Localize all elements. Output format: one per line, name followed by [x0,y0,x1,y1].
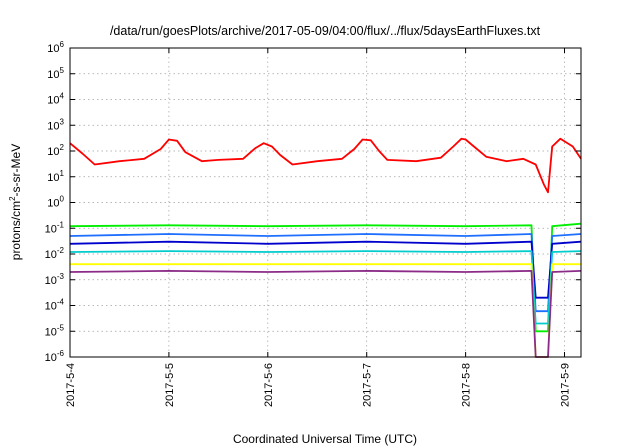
y-tick-exp: -5 [57,323,65,332]
y-tick-base: 10 [47,95,59,107]
x-tick-label: 2017-5-8 [461,363,473,407]
y-tick-exp: -1 [57,220,65,229]
x-axis-label: Coordinated Universal Time (UTC) [233,432,417,446]
y-tick-exp: -2 [57,246,65,255]
y-tick-base: 10 [45,301,57,313]
y-tick-exp: 2 [60,143,65,152]
y-tick-base: 10 [47,198,59,210]
y-tick-exp: 5 [60,66,65,75]
y-tick-base: 10 [47,43,59,55]
series-line [69,269,582,358]
series-line [69,250,582,325]
series-line [69,137,582,194]
y-tick-exp: 4 [60,92,65,101]
y-tick-label: 10-3 [45,272,65,287]
x-tick-label: 2017-5-7 [362,363,374,407]
y-tick-label: 10-2 [45,246,65,261]
y-tick-base: 10 [47,146,59,158]
y-tick-label: 100 [47,195,64,210]
y-tick-label: 105 [47,66,64,81]
y-axis-label-rest: -s-sr-MeV [9,144,23,197]
x-tick-label: 2017-5-4 [65,363,77,407]
x-tick-label: 2017-5-6 [263,363,275,407]
x-axis: 2017-5-4 2017-5-5 2017-5-6 2017-5-7 2017-5-8… [65,48,572,407]
y-tick-label: 101 [47,169,64,184]
y-axis-label-sup: 2 [8,196,17,201]
y-tick-exp: 1 [60,169,65,178]
x-tick-label: 2017-5-5 [164,363,176,407]
y-tick-label: 103 [47,117,64,132]
y-tick-label: 10-6 [45,349,65,364]
y-tick-label: 102 [47,143,64,158]
chart-title: /data/run/goesPlots/archive/2017-05-09/0… [110,24,541,38]
y-tick-label: 10-4 [45,298,65,313]
y-tick-label: 104 [47,92,64,107]
y-tick-exp: 0 [60,195,65,204]
y-tick-base: 10 [47,69,59,81]
y-tick-exp: -6 [57,349,65,358]
series-group [69,137,582,358]
y-tick-base: 10 [45,275,57,287]
y-tick-exp: 3 [60,117,65,126]
y-tick-label: 10-1 [45,220,65,235]
y-tick-exp: -3 [57,272,65,281]
y-tick-base: 10 [47,120,59,132]
y-tick-label: 106 [47,40,64,55]
y-tick-exp: 6 [60,40,65,49]
y-tick-base: 10 [45,223,57,235]
y-tick-base: 10 [45,352,57,364]
y-tick-base: 10 [47,172,59,184]
y-tick-base: 10 [45,326,57,338]
y-axis-label-base: protons/cm [9,201,23,260]
y-tick-label: 10-5 [45,323,65,338]
y-axis-label: protons/cm2-s-sr-MeV [8,144,23,260]
series-line [69,240,582,299]
y-axis: 10610510410310210110010-110-210-310-410-… [45,40,581,364]
x-tick-label: 2017-5-9 [560,363,572,407]
y-tick-base: 10 [45,249,57,261]
y-tick-exp: -4 [57,298,65,307]
